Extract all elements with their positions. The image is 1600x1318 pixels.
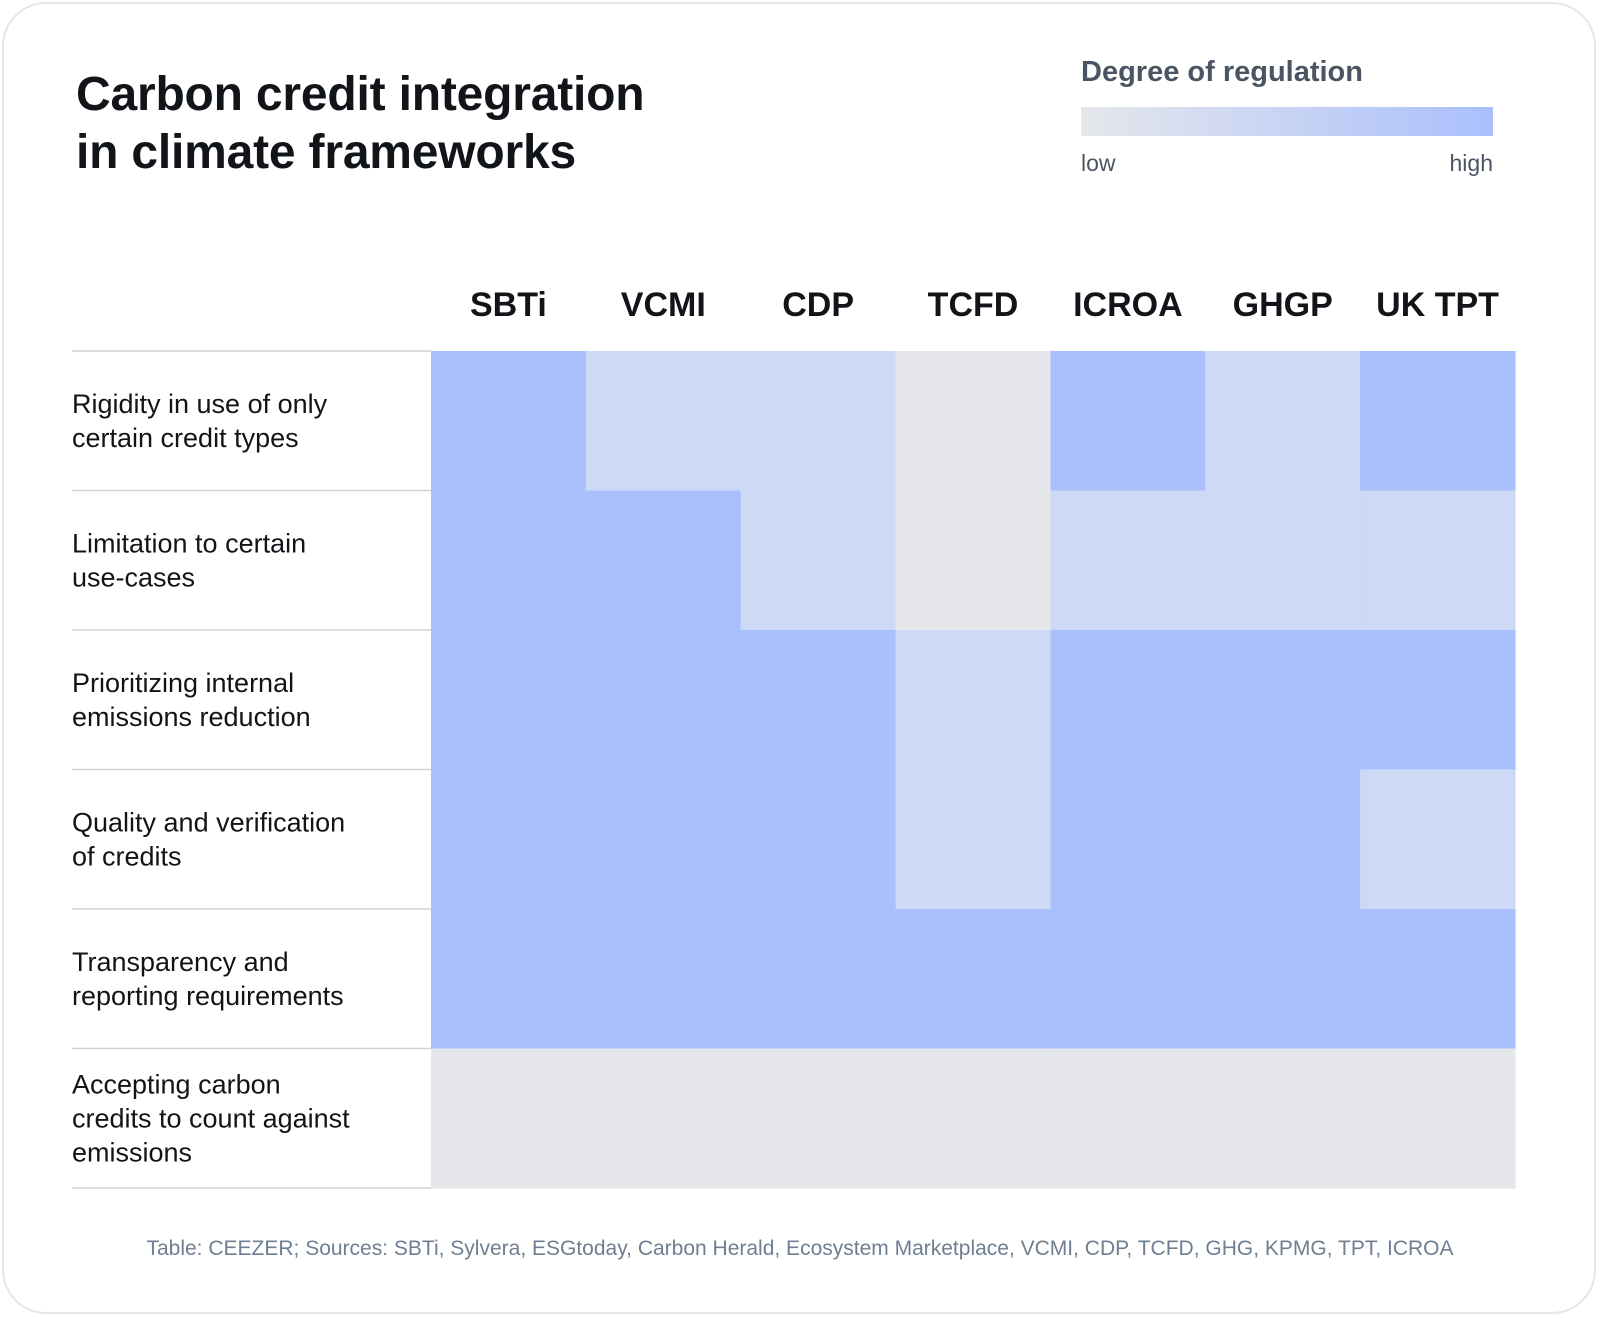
chart-title: Carbon credit integration in climate fra… [76,66,645,182]
heatmap-cell-r5-c4 [895,909,1052,1050]
row-label-6-line-3: emissions [72,1137,192,1167]
legend-scale-labels: low high [1081,150,1493,180]
legend-low-label: low [1081,150,1116,176]
heatmap-cell-r5-c5 [1050,909,1206,1050]
row-label-2: Limitation to certain use-cases [72,528,306,592]
heatmap-cell-r3-c4 [895,630,1052,771]
row-label-1-line-1: Rigidity in use of only [72,389,328,419]
heatmap-cell-r5-c1 [431,909,587,1050]
row-label-5-line-1: Transparency and [72,947,289,977]
heatmap-cell-r2-c1 [431,490,587,631]
row-label-2-line-2: use-cases [72,562,195,592]
heatmap-cell-r4-c6 [1205,769,1361,910]
column-header-tcfd: TCFD [928,286,1019,324]
source-note: Table: CEEZER; Sources: SBTi, Sylvera, E… [146,1237,1454,1260]
legend-gradient-bar [1081,107,1493,136]
column-header-icroa: ICROA [1073,286,1183,324]
heatmap-cell-r2-c2 [585,490,742,631]
row-label-4: Quality and verification of credits [72,807,345,871]
heatmap-cell-r5-c7 [1360,909,1516,1050]
legend-high-label: high [1449,150,1493,176]
heatmap-cell-r6-c6 [1205,1048,1361,1189]
heatmap-cell-r5-c3 [740,909,897,1050]
heatmap-cell-r1-c4 [895,351,1052,492]
heatmap-cell-r3-c3 [740,630,897,771]
heatmap-cell-r4-c7 [1360,769,1516,910]
row-label-1: Rigidity in use of only certain credit ty… [72,389,328,453]
heatmap-cell-r2-c4 [895,490,1052,631]
heatmap-cell-r1-c1 [431,351,587,492]
chart-title-line-1: Carbon credit integration [76,68,645,121]
heatmap-cell-r6-c2 [585,1048,742,1189]
heatmap-cell-r6-c4 [895,1048,1052,1189]
row-label-3-line-1: Prioritizing internal [72,668,294,698]
heatmap-cell-r4-c5 [1050,769,1206,910]
heatmap-cell-r5-c2 [585,909,742,1050]
heatmap-cell-r5-c6 [1205,909,1361,1050]
heatmap-cell-r1-c3 [740,351,897,492]
legend: Degree of regulation low high [1081,56,1493,180]
column-header-sbti: SBTi [470,286,547,324]
column-header-ghgp: GHGP [1233,286,1333,324]
row-label-4-line-2: of credits [72,841,182,871]
heatmap-cell-r2-c3 [740,490,897,631]
heatmap-cell-r2-c7 [1360,490,1516,631]
heatmap-cell-r1-c6 [1205,351,1361,492]
heatmap-cell-r4-c1 [431,769,587,910]
heatmap-cell-r3-c7 [1360,630,1516,771]
heatmap-cell-r3-c5 [1050,630,1206,771]
heatmap-cell-r1-c2 [585,351,742,492]
heatmap-cell-r4-c3 [740,769,897,910]
heatmap-cell-r1-c7 [1360,351,1516,492]
heatmap-cell-r6-c3 [740,1048,897,1189]
heatmap-cell-r3-c2 [585,630,742,771]
heatmap-cell-r2-c6 [1205,490,1361,631]
legend-title: Degree of regulation [1081,56,1363,88]
heatmap-cell-r1-c5 [1050,351,1206,492]
row-label-6: Accepting carbon credits to count against… [72,1069,350,1167]
row-label-4-line-1: Quality and verification [72,807,345,837]
row-label-5-line-2: reporting requirements [72,981,344,1011]
heatmap-cell-r6-c7 [1360,1048,1516,1189]
column-header-cdp: CDP [782,286,854,324]
heatmap-cell-r4-c2 [585,769,742,910]
column-header-vcmi: VCMI [621,286,706,324]
row-label-1-line-2: certain credit types [72,423,299,453]
chart-title-line-2: in climate frameworks [76,126,577,179]
row-label-2-line-1: Limitation to certain [72,528,306,558]
heatmap-cell-r3-c6 [1205,630,1361,771]
row-label-5: Transparency and reporting requirements [72,947,344,1011]
row-label-6-line-1: Accepting carbon [72,1069,281,1099]
heatmap-cell-r6-c1 [431,1048,587,1189]
heatmap-cell-r3-c1 [431,630,587,771]
heatmap-cell-r6-c5 [1050,1048,1206,1189]
row-label-3-line-2: emissions reduction [72,702,311,732]
column-header-uk-tpt: UK TPT [1376,286,1499,324]
row-label-6-line-2: credits to count against [72,1103,350,1133]
row-label-3: Prioritizing internal emissions reduction [72,668,311,732]
heatmap-cell-r2-c5 [1050,490,1206,631]
heatmap-cell-r4-c4 [895,769,1052,910]
